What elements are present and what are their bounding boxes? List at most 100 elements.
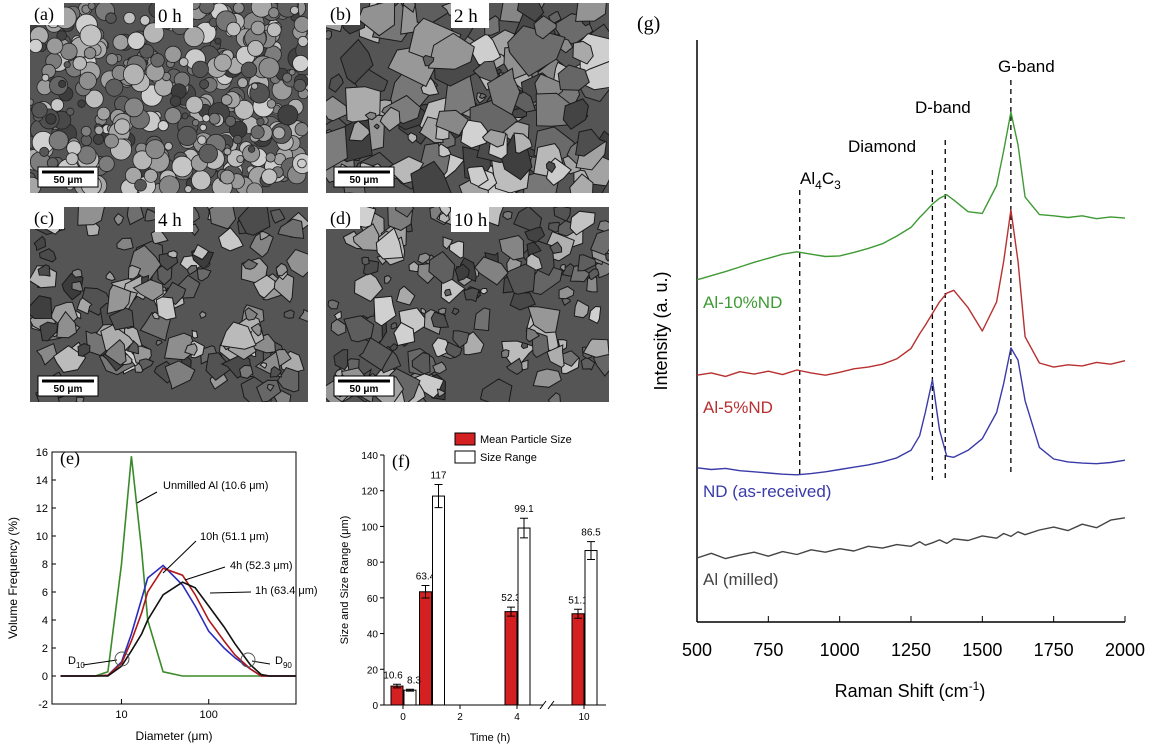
particle — [164, 360, 196, 390]
value-label: 99.1 — [514, 504, 534, 515]
particle — [269, 208, 286, 224]
particle — [266, 99, 277, 109]
y-axis-title: Intensity (a. u.) — [651, 271, 671, 390]
series-line — [60, 456, 296, 677]
y-tick-label: 16 — [36, 447, 48, 459]
legend-swatch — [454, 432, 476, 446]
particle — [275, 262, 289, 277]
scale-label: 50 μm — [350, 175, 379, 186]
particle — [454, 263, 470, 282]
x-tick-label: 4 — [514, 712, 520, 723]
y-tick-label: 80 — [367, 558, 379, 569]
series-label: Al-5%ND — [703, 398, 773, 417]
particle — [582, 338, 609, 358]
x-axis-title: Time (h) — [470, 732, 511, 744]
particle — [357, 3, 396, 37]
particle — [432, 361, 447, 375]
label-box — [155, 3, 193, 28]
y-axis-title: Volume Frequency (%) — [6, 517, 20, 639]
particle — [158, 175, 180, 193]
error-bar — [393, 683, 401, 689]
particle — [259, 362, 268, 369]
particle — [77, 343, 91, 357]
particle — [352, 223, 380, 251]
particle — [252, 274, 276, 299]
particle — [294, 122, 308, 137]
particle — [333, 349, 349, 371]
particle — [198, 143, 218, 164]
particle — [184, 343, 198, 356]
sem-image: (c) 4 h 50 μm — [30, 207, 308, 402]
label-box — [451, 3, 489, 28]
particle — [290, 5, 300, 15]
particle — [30, 38, 43, 53]
particle — [466, 165, 489, 187]
particle — [242, 144, 261, 163]
particle — [393, 321, 416, 347]
axis-break-gap — [543, 701, 551, 709]
particle — [473, 307, 491, 332]
particle — [559, 263, 566, 272]
particle — [223, 147, 232, 156]
x-tick-label: 0 — [400, 712, 406, 723]
particle — [150, 228, 169, 245]
particle — [575, 128, 607, 157]
particle — [220, 321, 257, 350]
particle — [573, 299, 590, 319]
particle — [80, 125, 92, 137]
particle — [524, 226, 546, 243]
annotation-text: 10h (51.1 μm) — [200, 531, 269, 543]
band-label: Al4C3 — [800, 169, 841, 192]
panel-label: (e) — [60, 448, 80, 469]
y-tick-label: 20 — [367, 665, 379, 676]
y-tick-label: 140 — [361, 451, 378, 462]
particle — [327, 299, 340, 310]
legend-swatch — [454, 450, 476, 464]
bar — [504, 611, 518, 706]
bar — [571, 613, 585, 706]
x-tick-label: 2000 — [1105, 640, 1145, 660]
particle — [114, 118, 131, 135]
particle — [545, 160, 556, 174]
particle — [286, 248, 308, 278]
particle — [198, 3, 215, 15]
particle — [430, 311, 450, 329]
x-tick-label: 10 — [578, 712, 590, 723]
x-tick-label: 2 — [457, 712, 463, 723]
particle — [236, 155, 245, 163]
value-label: 63.4 — [416, 572, 436, 583]
bar — [584, 550, 598, 706]
particle — [500, 349, 510, 359]
particle — [105, 78, 124, 97]
particle — [384, 274, 392, 284]
particle — [191, 170, 212, 191]
annotation: Unmilled Al (10.6 μm) — [163, 480, 268, 492]
x-tick-label: 1750 — [1034, 640, 1074, 660]
particle — [474, 256, 509, 286]
series-label: Al (milled) — [703, 570, 779, 589]
band-label-part: Al — [800, 169, 815, 188]
scale-label: 50 μm — [54, 384, 83, 395]
particle — [348, 120, 371, 142]
particle — [240, 61, 258, 79]
sem-texture — [326, 207, 609, 402]
value-label: 51.1 — [568, 595, 588, 606]
bar — [403, 689, 417, 706]
bar — [419, 591, 432, 706]
particle — [479, 378, 513, 402]
particle — [414, 373, 445, 399]
particle — [561, 296, 571, 307]
marker-circle — [114, 651, 130, 667]
particle — [247, 145, 256, 153]
particle — [293, 16, 308, 33]
particle — [250, 125, 265, 140]
particle — [580, 356, 596, 371]
band-label-part: D-band — [915, 98, 971, 117]
y-tick-label: 14 — [36, 475, 48, 487]
particle — [66, 107, 75, 116]
particle — [177, 125, 198, 146]
particle — [87, 3, 96, 10]
annotation-sub: 10 — [76, 661, 85, 670]
particle — [31, 102, 48, 119]
particle — [127, 31, 146, 50]
